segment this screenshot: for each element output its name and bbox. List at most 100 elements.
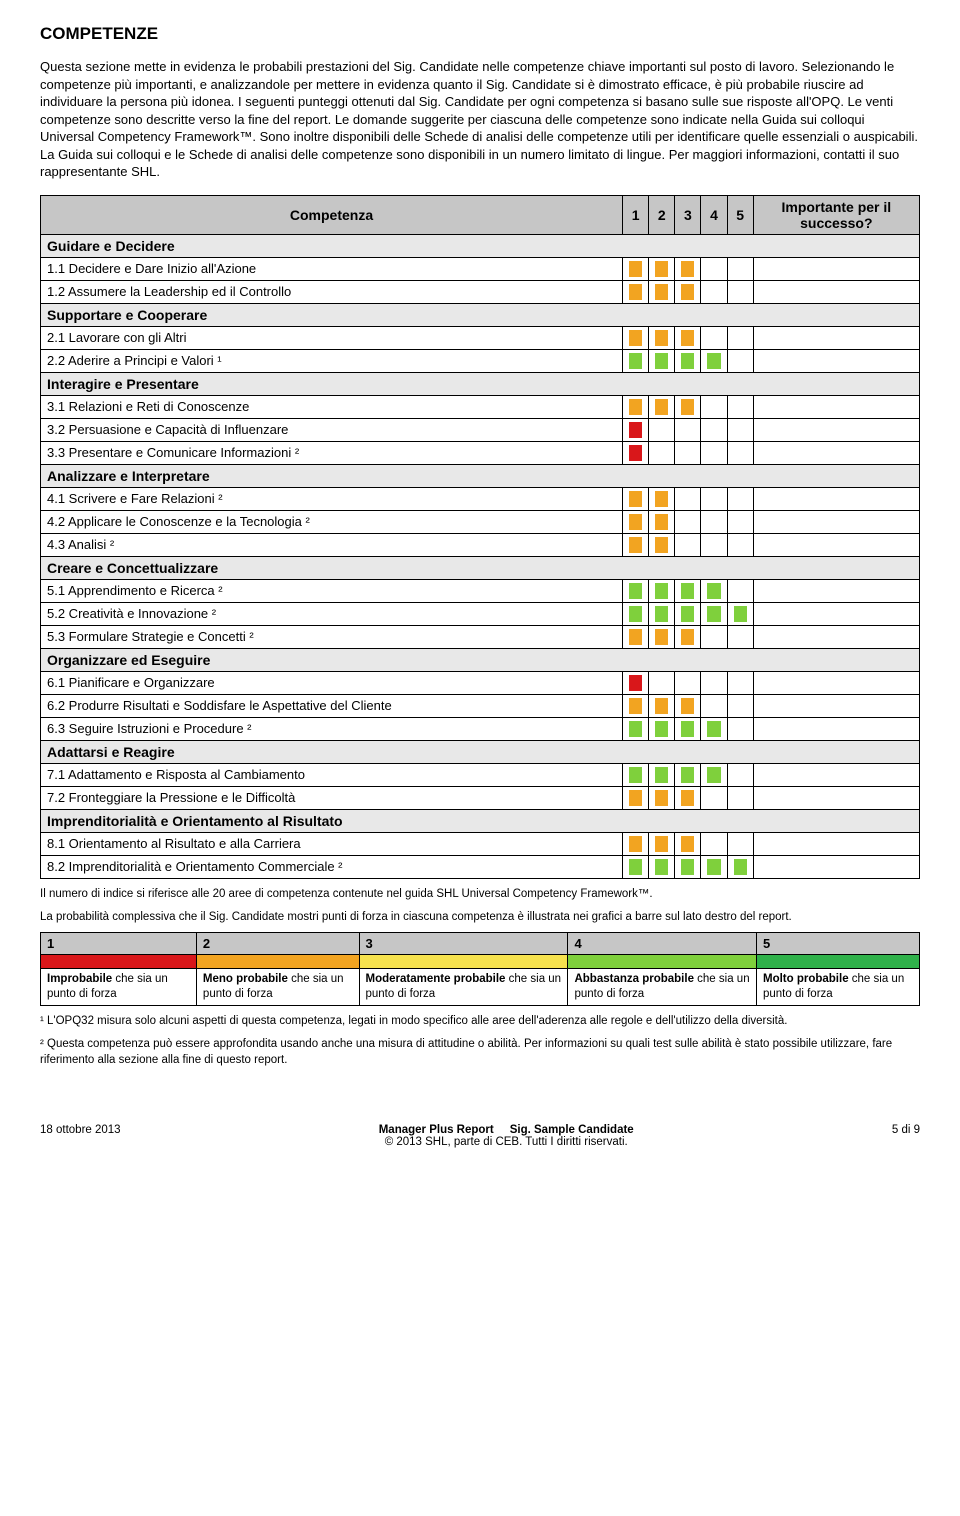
bar-segment xyxy=(629,767,642,783)
importance-cell xyxy=(753,832,919,855)
importance-cell xyxy=(753,487,919,510)
legend-h1: 1 xyxy=(41,932,197,954)
bar-cell xyxy=(727,671,753,694)
col-2: 2 xyxy=(649,195,675,234)
competency-label: 7.1 Adattamento e Risposta al Cambiament… xyxy=(41,763,623,786)
bar-cell xyxy=(701,786,727,809)
footer-candidate: Sig. Sample Candidate xyxy=(510,1124,634,1136)
note-index: Il numero di indice si riferisce alle 20… xyxy=(40,887,920,903)
col-4: 4 xyxy=(701,195,727,234)
bar-cell xyxy=(649,855,675,878)
bar-segment xyxy=(655,399,668,415)
footnote-1: ¹ L'OPQ32 misura solo alcuni aspetti di … xyxy=(40,1014,920,1030)
bar-segment xyxy=(655,790,668,806)
bar-segment xyxy=(655,330,668,346)
bar-segment xyxy=(629,514,642,530)
bar-segment xyxy=(629,422,642,438)
bar-cell xyxy=(727,257,753,280)
bar-cell xyxy=(675,786,701,809)
section-header: Analizzare e Interpretare xyxy=(41,464,920,487)
footer-date: 18 ottobre 2013 xyxy=(40,1124,121,1148)
bar-cell xyxy=(727,855,753,878)
importance-cell xyxy=(753,694,919,717)
bar-cell xyxy=(649,786,675,809)
footnote-2: ² Questa competenza può essere approfond… xyxy=(40,1037,920,1068)
bar-segment xyxy=(629,836,642,852)
bar-cell xyxy=(675,326,701,349)
bar-segment xyxy=(681,629,694,645)
bar-cell xyxy=(701,855,727,878)
bar-cell xyxy=(701,395,727,418)
bar-segment xyxy=(681,606,694,622)
section-header: Interagire e Presentare xyxy=(41,372,920,395)
bar-segment xyxy=(629,721,642,737)
bar-cell xyxy=(649,694,675,717)
bar-segment xyxy=(681,767,694,783)
competency-label: 3.2 Persuasione e Capacità di Influenzar… xyxy=(41,418,623,441)
bar-cell xyxy=(623,671,649,694)
importance-cell xyxy=(753,280,919,303)
bar-cell xyxy=(675,257,701,280)
page-footer: 18 ottobre 2013 Manager Plus Report Sig.… xyxy=(0,1118,960,1166)
bar-cell xyxy=(701,625,727,648)
competency-label: 5.3 Formulare Strategie e Concetti ² xyxy=(41,625,623,648)
bar-cell xyxy=(675,280,701,303)
legend-h2: 2 xyxy=(196,932,359,954)
bar-cell xyxy=(701,717,727,740)
importance-cell xyxy=(753,257,919,280)
legend-h4: 4 xyxy=(568,932,757,954)
bar-cell xyxy=(649,418,675,441)
bar-cell xyxy=(727,487,753,510)
legend-h3: 3 xyxy=(359,932,568,954)
bar-cell xyxy=(727,602,753,625)
bar-cell xyxy=(623,717,649,740)
importance-cell xyxy=(753,671,919,694)
importance-cell xyxy=(753,441,919,464)
bar-segment xyxy=(629,790,642,806)
bar-segment xyxy=(681,284,694,300)
bar-segment xyxy=(655,284,668,300)
bar-cell xyxy=(623,349,649,372)
bar-segment xyxy=(629,491,642,507)
bar-cell xyxy=(675,441,701,464)
bar-segment xyxy=(629,445,642,461)
footer-report-title: Manager Plus Report xyxy=(379,1124,494,1136)
bar-cell xyxy=(701,257,727,280)
bar-cell xyxy=(675,395,701,418)
bar-cell xyxy=(727,395,753,418)
bar-cell xyxy=(701,280,727,303)
legend-desc: Meno probabile che sia un punto di forza xyxy=(196,968,359,1005)
importance-cell xyxy=(753,763,919,786)
competency-label: 8.1 Orientamento al Risultato e alla Car… xyxy=(41,832,623,855)
bar-segment xyxy=(629,583,642,599)
importance-cell xyxy=(753,395,919,418)
bar-cell xyxy=(727,579,753,602)
bar-segment xyxy=(707,583,720,599)
bar-cell xyxy=(701,487,727,510)
bar-cell xyxy=(649,487,675,510)
bar-segment xyxy=(681,859,694,875)
bar-cell xyxy=(649,717,675,740)
bar-cell xyxy=(675,855,701,878)
bar-cell xyxy=(701,671,727,694)
bar-cell xyxy=(649,533,675,556)
competency-label: 1.1 Decidere e Dare Inizio all'Azione xyxy=(41,257,623,280)
bar-cell xyxy=(675,487,701,510)
section-header: Adattarsi e Reagire xyxy=(41,740,920,763)
importance-cell xyxy=(753,855,919,878)
bar-cell xyxy=(649,441,675,464)
bar-segment xyxy=(629,606,642,622)
footer-page-num: 5 di 9 xyxy=(892,1124,920,1148)
bar-segment xyxy=(681,353,694,369)
bar-cell xyxy=(623,395,649,418)
bar-cell xyxy=(623,441,649,464)
bar-cell xyxy=(727,763,753,786)
footer-copyright: © 2013 SHL, parte di CEB. Tutti I diritt… xyxy=(379,1136,634,1148)
bar-segment xyxy=(629,629,642,645)
bar-cell xyxy=(649,510,675,533)
bar-segment xyxy=(707,859,720,875)
bar-cell xyxy=(675,418,701,441)
bar-cell xyxy=(701,579,727,602)
bar-cell xyxy=(727,280,753,303)
bar-segment xyxy=(655,261,668,277)
